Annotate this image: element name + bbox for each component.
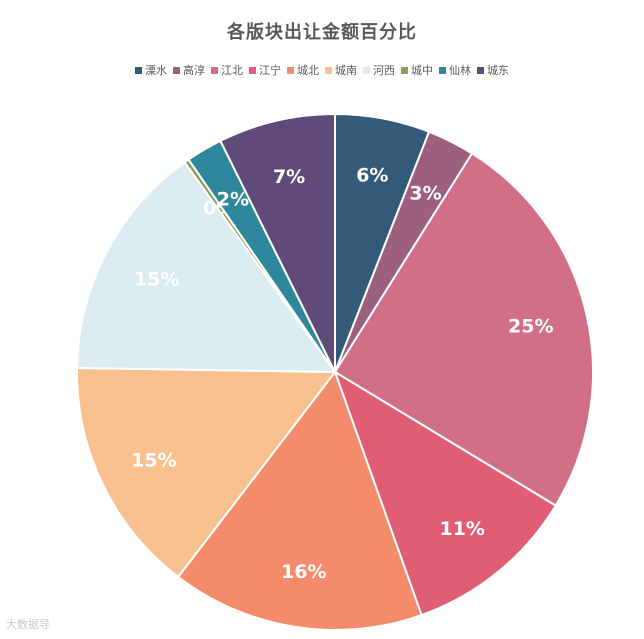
legend-swatch (249, 66, 256, 74)
legend-label: 江宁 (259, 64, 281, 77)
legend-label: 江北 (221, 64, 243, 77)
legend-label: 城东 (487, 64, 509, 77)
legend-item: 溧水 (135, 62, 167, 78)
legend-label: 河西 (373, 64, 395, 77)
legend-swatch (439, 66, 446, 74)
legend-item: 城东 (477, 62, 509, 78)
legend-swatch (135, 66, 142, 74)
slice-label: 3% (409, 182, 441, 204)
pie-slice (176, 369, 423, 631)
slice-label: 7% (273, 166, 305, 188)
legend-item: 河西 (363, 62, 395, 78)
watermark: 大数据导 (6, 618, 50, 631)
legend-label: 城南 (335, 64, 357, 77)
legend-swatch (477, 66, 484, 74)
legend-item: 仙林 (439, 62, 471, 78)
legend-swatch (401, 66, 408, 74)
slice-label: 2% (217, 189, 249, 211)
chart-title: 各版块出让金额百分比 (227, 22, 417, 43)
legend-swatch (363, 66, 370, 74)
pie-slice (219, 112, 336, 373)
legend-label: 仙林 (449, 64, 471, 77)
chart-legend: 溧水 高淳 江北 江宁 城北 城南 河西 城中 仙林 城东 (0, 62, 644, 78)
legend-item: 城南 (325, 62, 357, 78)
slice-label: 11% (439, 518, 484, 540)
legend-swatch (325, 66, 332, 74)
slice-label: 16% (281, 561, 326, 583)
legend-item: 江北 (211, 62, 243, 78)
slice-label: 15% (134, 269, 179, 291)
slice-label: 25% (508, 315, 553, 337)
legend-label: 高淳 (183, 64, 205, 77)
legend-swatch (287, 66, 294, 74)
legend-item: 城北 (287, 62, 319, 78)
legend-swatch (173, 66, 180, 74)
legend-item: 城中 (401, 62, 433, 78)
legend-item: 江宁 (249, 62, 281, 78)
legend-label: 溧水 (145, 64, 167, 77)
pie-slice (76, 160, 337, 374)
legend-label: 城中 (411, 64, 433, 77)
pie-slice (333, 369, 558, 617)
pie-slice (333, 152, 594, 507)
slice-label: 6% (356, 164, 388, 186)
pie-slice (76, 366, 338, 579)
legend-item: 高淳 (173, 62, 205, 78)
slice-label: 15% (131, 450, 176, 472)
legend-label: 城北 (297, 64, 319, 77)
legend-swatch (211, 66, 218, 74)
